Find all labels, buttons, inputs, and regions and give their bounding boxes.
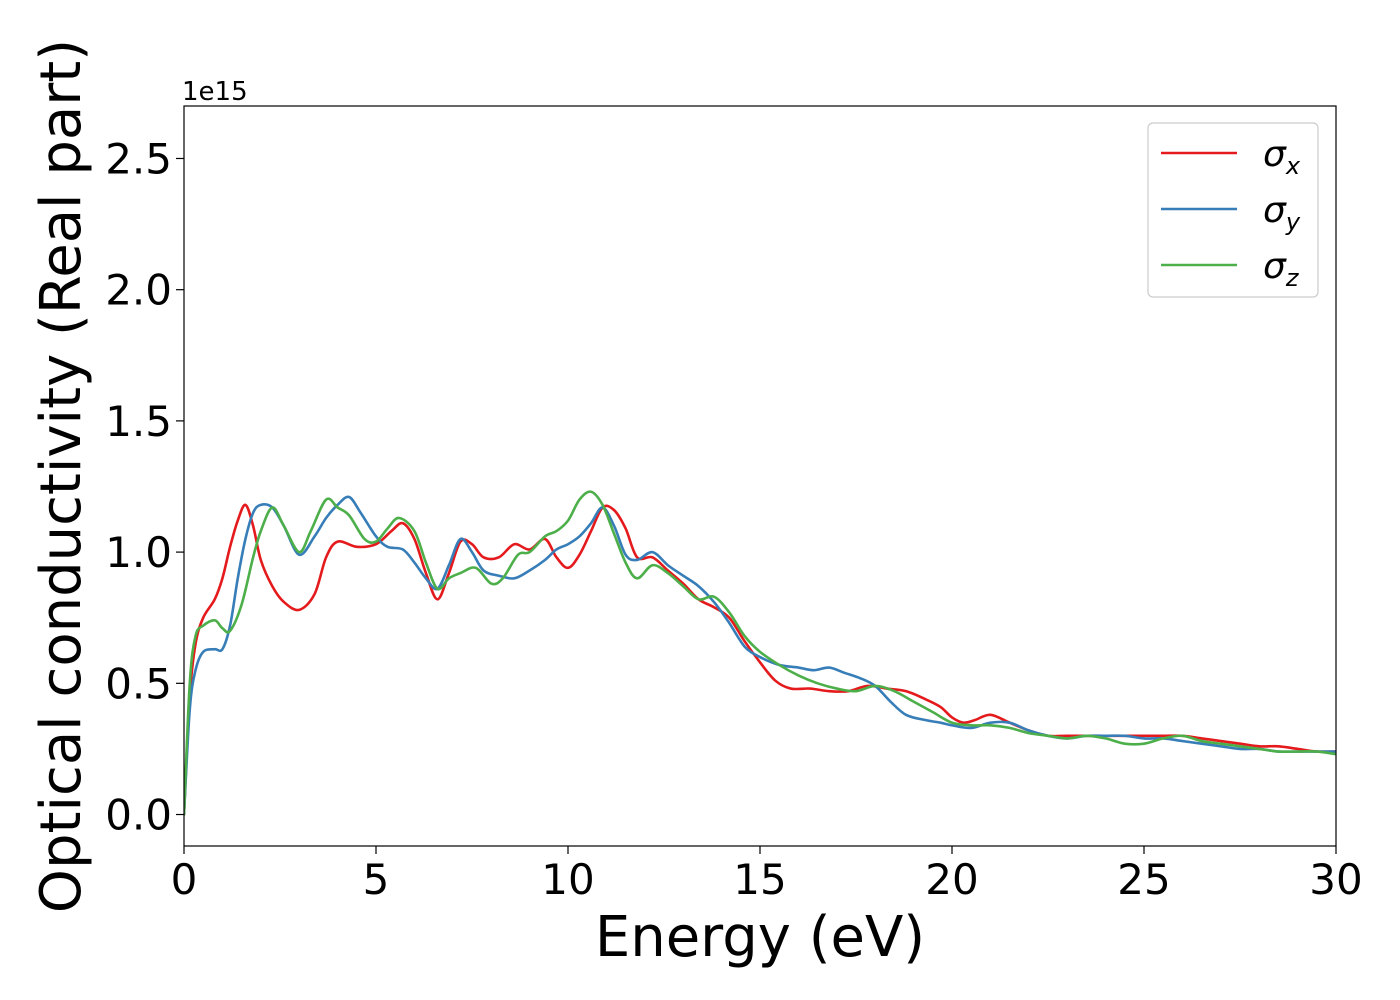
x-tick-label: 20 [925, 855, 978, 904]
legend-subscript: z [1285, 264, 1300, 292]
series-line-z [184, 490, 1336, 816]
legend-label-z: σz [1263, 246, 1300, 292]
x-tick-label: 30 [1309, 855, 1362, 904]
legend-subscript: y [1285, 208, 1301, 236]
y-tick-label: 1.0 [105, 528, 172, 577]
legend-subscript: x [1285, 152, 1301, 180]
y-tick-label: 2.0 [105, 266, 172, 315]
x-tick-label: 5 [363, 855, 390, 904]
legend-label-y: σy [1263, 190, 1301, 236]
plot-area [184, 106, 1336, 846]
legend-symbol: σ [1263, 246, 1287, 287]
y-tick-label: 0.5 [105, 659, 172, 708]
y-tick-label: 2.5 [105, 134, 172, 183]
y-axis: 0.0 0.5 1.0 1.5 2.0 2.5 [105, 134, 184, 840]
x-tick-label: 25 [1117, 855, 1170, 904]
y-tick-label: 0.0 [105, 791, 172, 840]
legend-label-x: σx [1263, 134, 1301, 180]
legend-symbol: σ [1263, 190, 1287, 231]
y-offset-text: 1e15 [182, 77, 248, 107]
x-tick-label: 10 [541, 855, 594, 904]
x-tick-label: 15 [733, 855, 786, 904]
y-axis-label: Optical conductivity (Real part) [29, 39, 94, 913]
y-tick-label: 1.5 [105, 397, 172, 446]
x-axis-label: Energy (eV) [595, 905, 925, 970]
series-layer [184, 490, 1336, 816]
legend-symbol: σ [1263, 134, 1287, 175]
x-tick-label: 0 [171, 855, 198, 904]
x-axis: 0 5 10 15 20 25 30 [171, 846, 1363, 904]
